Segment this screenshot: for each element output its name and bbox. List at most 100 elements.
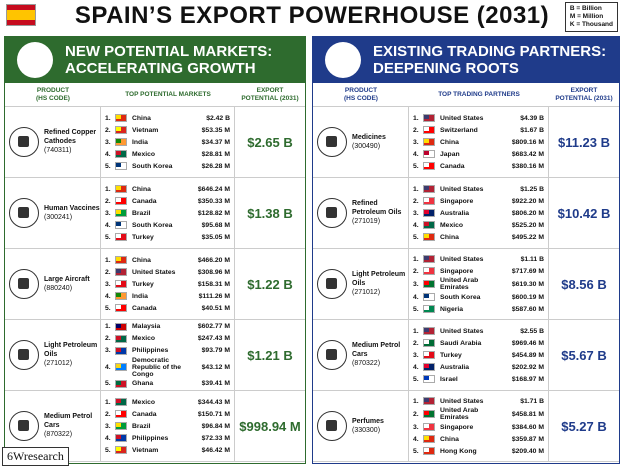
product-text: Medicines (300490): [352, 133, 386, 152]
rank: 4.: [413, 221, 419, 229]
flag-accent: [116, 210, 121, 214]
flag: [423, 150, 435, 158]
flag-accent: [116, 281, 121, 285]
country: United States: [132, 268, 176, 276]
product-name: Human Vaccines: [44, 204, 100, 212]
flag-accent: [116, 186, 121, 190]
country: China: [440, 233, 459, 241]
flag-accent: [116, 163, 121, 167]
panel-title-line: EXISTING TRADING PARTNERS:: [373, 43, 607, 60]
flag-accent: [424, 139, 429, 143]
flag: [423, 255, 435, 263]
market-value: $111.26 M: [198, 292, 230, 300]
flag: [423, 435, 435, 443]
flag-accent: [424, 398, 429, 402]
country: Turkey: [132, 233, 154, 241]
rank: 2.: [413, 126, 419, 134]
rank: 5.: [105, 233, 111, 241]
flag: [115, 280, 127, 288]
flag-accent: [116, 447, 121, 451]
rank: 5.: [105, 446, 111, 454]
flag: [423, 126, 435, 134]
hs-code: (300490): [352, 142, 381, 150]
column-header-line: POTENTIAL (2031): [555, 94, 613, 102]
rank: 5.: [413, 305, 419, 313]
flag: [115, 292, 127, 300]
market-value: $96.84 M: [201, 422, 230, 430]
product-cell: Medium Petrol Cars (870322): [313, 320, 409, 390]
country: China: [132, 114, 151, 122]
product-name: Medium Petrol Cars: [352, 342, 401, 358]
column-header: EXPORT POTENTIAL (2031): [549, 87, 619, 103]
flag: [115, 138, 127, 146]
product-name: Light Petroleum Oils: [352, 271, 406, 287]
flag-accent: [424, 376, 429, 380]
product-icon: [317, 269, 347, 299]
market-value: $350.33 M: [197, 197, 230, 205]
rank: 1.: [413, 185, 419, 193]
flag-accent: [424, 127, 429, 131]
country: Democratic Republic of the Congo: [132, 356, 182, 378]
market: 4. India $111.26 M: [105, 290, 230, 302]
market: 1. Malaysia $602.77 M: [105, 321, 230, 333]
flag: [423, 397, 435, 405]
market-value: $308.96 M: [197, 268, 230, 276]
column-header: PRODUCT (HS CODE): [313, 87, 409, 103]
flag: [115, 410, 127, 418]
rank: 3.: [413, 351, 419, 359]
country: Singapore: [440, 267, 474, 275]
country: South Korea: [440, 293, 481, 301]
flag-accent: [116, 198, 121, 202]
title: SPAIN’S EXPORT POWERHOUSE (2031): [74, 2, 550, 29]
flag: [423, 363, 435, 371]
country: Israel: [440, 375, 458, 383]
market-value: $247.43 M: [197, 335, 230, 342]
market: 2. Saudi Arabia $969.46 M: [413, 337, 544, 349]
flag-accent: [116, 115, 121, 119]
country: Nigeria: [440, 305, 464, 313]
market: 4. Philippines $72.33 M: [105, 432, 230, 444]
market-list: 1. China $646.24 M 2. Canada $350.33 M 3. Brazi…: [101, 178, 235, 248]
market: 1. China $2.42 B: [105, 112, 230, 124]
market-list: 1. China $466.20 M 2. United States $308.96 M…: [101, 249, 235, 319]
market-value: $922.20 M: [511, 197, 544, 205]
market-value: $202.92 M: [511, 363, 544, 371]
country: United States: [440, 327, 484, 335]
product-row: Human Vaccines (300241) 1. China $646.24 M 2.…: [5, 178, 305, 249]
market-value: $1.67 B: [520, 126, 544, 134]
product-text: Light Petroleum Oils (271012): [352, 270, 408, 298]
rank: 1.: [105, 323, 111, 330]
market-value: $93.79 M: [201, 347, 230, 354]
flag: [423, 233, 435, 241]
flag-accent: [116, 411, 121, 415]
market: 5. Hong Kong $209.40 M: [413, 445, 544, 457]
flag: [115, 114, 127, 122]
flag: [115, 422, 127, 430]
market: 5. Nigeria $587.60 M: [413, 303, 544, 315]
hs-code: (870322): [44, 431, 73, 438]
market: 4. Mexico $28.81 M: [105, 148, 230, 160]
spain-flag: [6, 4, 36, 26]
country: United States: [440, 397, 484, 405]
export-potential: $5.27 B: [561, 418, 607, 434]
product-row: Medium Petrol Cars (870322) 1. United State…: [313, 320, 619, 391]
flag: [423, 221, 435, 229]
product-icon: [317, 411, 347, 441]
market-list: 1. United States $2.55 B 2. Saudi Arabia $969…: [409, 320, 549, 390]
flag-accent: [116, 305, 121, 309]
product-cell: Medicines (300490): [313, 107, 409, 177]
rank: 4.: [105, 150, 111, 158]
market-value: $683.42 M: [511, 150, 544, 158]
country: Mexico: [440, 221, 464, 229]
rank: 2.: [105, 410, 111, 418]
product-row: Medium Petrol Cars (870322) 1. Mexico $344.4…: [5, 391, 305, 462]
column-header: PRODUCT (HS CODE): [5, 87, 101, 103]
market: 2. Singapore $717.69 M: [413, 265, 544, 277]
market-value: $1.71 B: [520, 397, 544, 405]
market-value: $39.41 M: [201, 380, 230, 387]
country: United States: [440, 114, 484, 122]
product-row: Refined Petroleum Oils (271019) 1. United S…: [313, 178, 619, 249]
market-value: $168.97 M: [511, 375, 544, 383]
